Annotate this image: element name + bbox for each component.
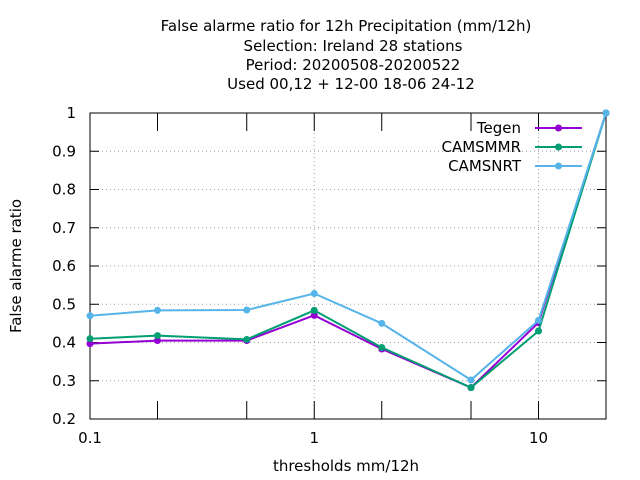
axis-ticks: 0.2 0.3 0.4 0.5 0.6 0.7 0.8 0.9 1 0.1 1 10 xyxy=(52,104,607,447)
series-lines xyxy=(86,109,610,392)
data-point-camsmmr xyxy=(467,384,475,392)
data-point-camsnrt xyxy=(467,376,475,384)
data-point-tegen xyxy=(310,311,318,319)
y-tick-label: 0.2 xyxy=(52,410,76,428)
data-point-camsnrt xyxy=(602,109,610,117)
y-tick-label: 0.9 xyxy=(52,142,76,160)
data-point-camsmmr xyxy=(86,335,94,343)
y-tick-label: 0.3 xyxy=(52,372,76,390)
y-axis-label: False alarme ratio xyxy=(7,199,25,333)
data-point-camsmmr xyxy=(243,335,251,343)
x-tick-label: 0.1 xyxy=(78,429,102,447)
title-line-3: Period: 20200508-20200522 xyxy=(246,56,461,74)
y-tick-label: 0.6 xyxy=(52,257,76,275)
series-line-camsmmr xyxy=(89,112,607,389)
legend-marker-camsnrt xyxy=(555,162,562,170)
title-line-4: Used 00,12 + 12-00 18-06 24-12 xyxy=(227,75,475,93)
data-point-camsmmr xyxy=(154,332,162,340)
data-point-camsnrt xyxy=(243,306,251,314)
data-point-camsnrt xyxy=(534,316,542,324)
data-point-camsnrt xyxy=(154,306,162,314)
legend-label-camsmmr: CAMSMMR xyxy=(441,138,521,156)
data-point-camsnrt xyxy=(378,319,386,327)
x-tick-label: 10 xyxy=(529,429,548,447)
legend-marker-tegen xyxy=(555,124,562,132)
data-point-camsmmr xyxy=(534,327,542,335)
y-tick-label: 0.4 xyxy=(52,334,76,352)
data-point-tegen xyxy=(86,340,94,348)
chart-title: False alarme ratio for 12h Precipitation… xyxy=(161,17,532,93)
legend-marker-camsmmr xyxy=(555,143,562,151)
x-axis-label: thresholds mm/12h xyxy=(273,457,419,475)
legend-label-camsnrt: CAMSNRT xyxy=(448,157,522,175)
title-line-2: Selection: Ireland 28 stations xyxy=(244,37,463,55)
title-line-1: False alarme ratio for 12h Precipitation… xyxy=(161,17,532,35)
data-point-camsnrt xyxy=(310,290,318,298)
series-line-tegen xyxy=(89,112,607,389)
y-tick-label: 0.8 xyxy=(52,181,76,199)
legend-label-tegen: Tegen xyxy=(476,119,521,137)
x-tick-label: 1 xyxy=(309,429,319,447)
y-tick-label: 0.7 xyxy=(52,219,76,237)
data-point-camsmmr xyxy=(310,306,318,314)
data-point-camsmmr xyxy=(378,343,386,351)
grid xyxy=(90,113,606,419)
y-tick-label: 0.5 xyxy=(52,295,76,313)
series-line-camsnrt xyxy=(89,112,607,382)
y-tick-label: 1 xyxy=(66,104,76,122)
plot-frame xyxy=(89,112,607,420)
data-point-camsnrt xyxy=(86,312,94,320)
data-point-tegen xyxy=(154,337,162,345)
